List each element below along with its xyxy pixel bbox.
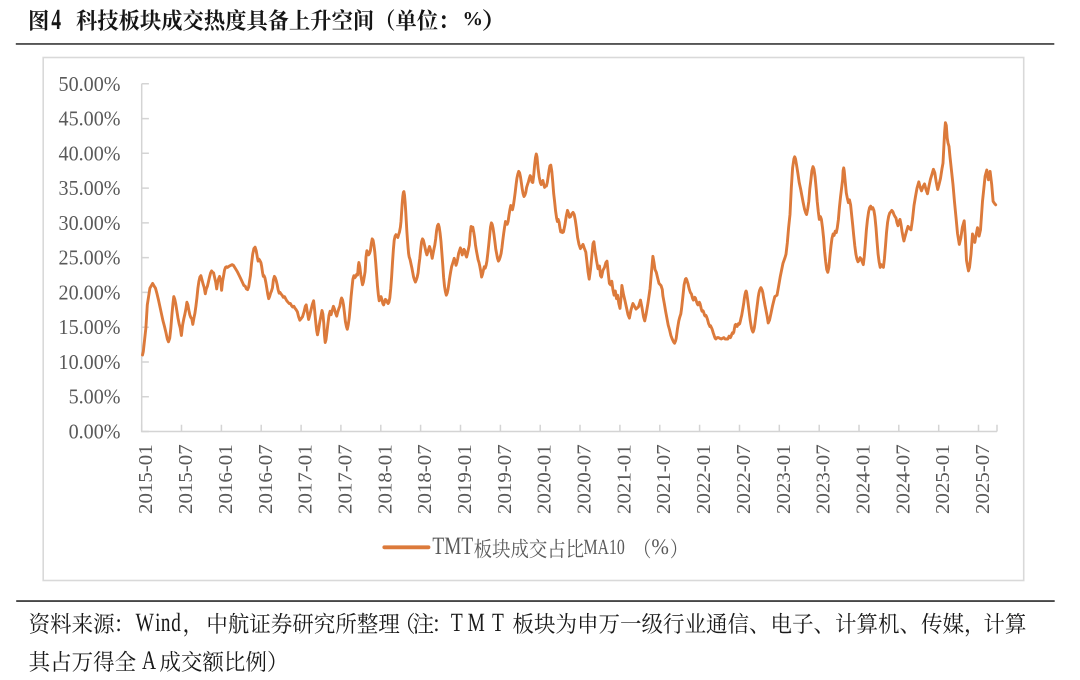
svg-text:2023-07: 2023-07	[813, 444, 835, 514]
svg-text:2022-01: 2022-01	[693, 444, 715, 514]
svg-text:2019-07: 2019-07	[494, 444, 516, 514]
svg-text:2024-01: 2024-01	[853, 444, 875, 514]
svg-text:20.00%: 20.00%	[59, 280, 121, 305]
svg-text:2016-07: 2016-07	[255, 444, 277, 514]
svg-text:2019-01: 2019-01	[454, 444, 476, 514]
svg-text:0.00%: 0.00%	[69, 419, 121, 444]
svg-text:30.00%: 30.00%	[59, 210, 121, 235]
svg-text:2020-07: 2020-07	[574, 444, 596, 514]
svg-text:2025-01: 2025-01	[933, 444, 955, 514]
svg-text:2015-01: 2015-01	[136, 444, 158, 514]
svg-text:40.00%: 40.00%	[59, 141, 121, 166]
svg-text:2021-01: 2021-01	[614, 444, 636, 514]
svg-text:2016-01: 2016-01	[215, 444, 237, 514]
svg-text:2018-01: 2018-01	[375, 444, 397, 514]
svg-text:2015-07: 2015-07	[175, 444, 197, 514]
svg-text:10.00%: 10.00%	[59, 349, 121, 374]
svg-text:2017-07: 2017-07	[335, 444, 357, 514]
svg-text:45.00%: 45.00%	[59, 106, 121, 131]
svg-text:35.00%: 35.00%	[59, 175, 121, 200]
svg-text:5.00%: 5.00%	[69, 384, 121, 409]
svg-text:25.00%: 25.00%	[59, 245, 121, 270]
svg-text:2021-07: 2021-07	[654, 444, 676, 514]
svg-text:2017-01: 2017-01	[295, 444, 317, 514]
svg-text:2020-01: 2020-01	[534, 444, 556, 514]
svg-text:2018-07: 2018-07	[414, 444, 436, 514]
svg-text:50.00%: 50.00%	[59, 71, 121, 96]
svg-text:2023-01: 2023-01	[773, 444, 795, 514]
svg-text:2024-07: 2024-07	[893, 444, 915, 514]
svg-text:15.00%: 15.00%	[59, 315, 121, 340]
svg-text:2022-07: 2022-07	[733, 444, 755, 514]
svg-text:2025-07: 2025-07	[972, 444, 994, 514]
